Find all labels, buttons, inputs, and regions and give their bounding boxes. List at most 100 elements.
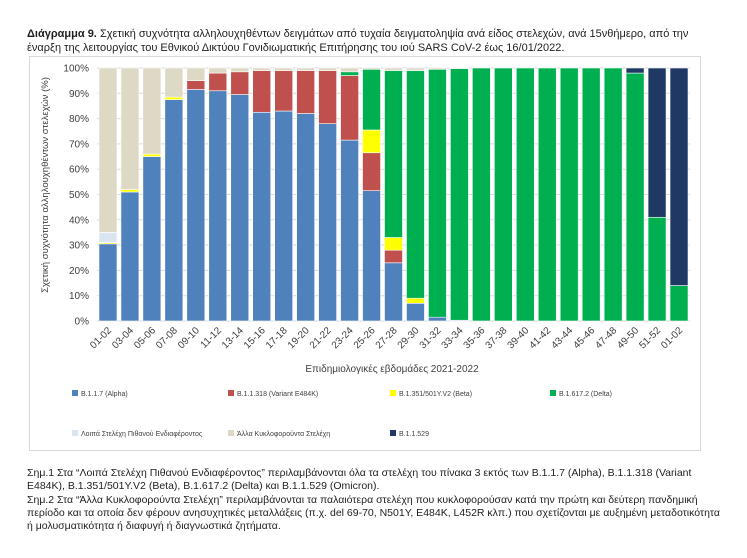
bar-segment bbox=[186, 80, 206, 90]
legend-swatch bbox=[550, 390, 556, 396]
bar-segment bbox=[340, 67, 359, 73]
bar-segment bbox=[186, 67, 206, 81]
bar-segment bbox=[230, 67, 250, 73]
bar-segment bbox=[647, 67, 667, 218]
bar-segment bbox=[230, 71, 250, 95]
x-tick-label: 47-48 bbox=[593, 325, 619, 351]
bar-segment bbox=[494, 67, 513, 322]
y-tick-label: 60% bbox=[69, 165, 89, 176]
y-tick-label: 20% bbox=[69, 266, 89, 277]
x-tick-label: 13-14 bbox=[220, 325, 246, 351]
x-tick-label: 01-02 bbox=[659, 325, 685, 351]
bar-segment bbox=[669, 67, 689, 286]
x-tick-label: 15-16 bbox=[242, 325, 268, 351]
x-tick-label: 19-20 bbox=[286, 325, 312, 351]
bar-segment bbox=[340, 75, 359, 141]
x-tick-label: 09-10 bbox=[176, 325, 202, 351]
y-tick-label: 50% bbox=[69, 190, 89, 201]
x-tick-label: 17-18 bbox=[264, 325, 290, 351]
bar-segment bbox=[164, 96, 184, 100]
x-tick-label: 25-26 bbox=[352, 325, 378, 351]
x-tick-label: 21-22 bbox=[308, 325, 334, 351]
legend-swatch bbox=[390, 390, 396, 396]
bar-segment bbox=[406, 297, 425, 304]
bar-segment bbox=[274, 110, 293, 322]
x-tick-label: 51-52 bbox=[637, 325, 663, 351]
bar-segment bbox=[120, 67, 140, 190]
bar-segment bbox=[340, 71, 359, 76]
x-tick-label: 41-42 bbox=[527, 325, 553, 351]
y-tick-label: 70% bbox=[69, 139, 89, 150]
bar-segment bbox=[252, 70, 272, 113]
bar-segment bbox=[625, 67, 645, 74]
bar-segment bbox=[318, 67, 337, 71]
bar-segment bbox=[340, 139, 359, 322]
bar-segment bbox=[450, 68, 469, 321]
bar-segment bbox=[362, 67, 381, 70]
footnote-2: Σημ.2 Στα “Άλλα Κυκλοφορούντα Στελέχη” π… bbox=[27, 493, 720, 533]
bar-segment bbox=[208, 72, 228, 92]
x-tick-label: 33-34 bbox=[440, 325, 466, 351]
bar-segment bbox=[318, 70, 337, 124]
bar-segment bbox=[384, 237, 403, 251]
y-axis-label: Σχετική συχνότητα αλληλουχηθέντων στελεχ… bbox=[40, 77, 51, 293]
chart-frame bbox=[29, 56, 701, 451]
bar-segment bbox=[384, 249, 403, 264]
bar-segment bbox=[603, 67, 623, 322]
bar-segment bbox=[450, 67, 469, 69]
footnote-1: Σημ.1 Στα “Λοιπά Στελέχη Πιθανού Ενδιαφέ… bbox=[27, 467, 692, 493]
bar-segment bbox=[98, 67, 118, 233]
bar-segment bbox=[625, 72, 645, 322]
legend-swatch bbox=[72, 390, 78, 396]
y-tick-label: 90% bbox=[69, 89, 89, 100]
bar-segment bbox=[428, 68, 447, 318]
bar-segment bbox=[98, 232, 118, 243]
legend-label: B.1.1.318 (Variant E484K) bbox=[237, 391, 318, 398]
bar-segment bbox=[252, 111, 272, 322]
bar-segment bbox=[120, 189, 140, 193]
bar-segment bbox=[164, 67, 184, 98]
bar-segment bbox=[537, 67, 557, 322]
bar-segment bbox=[406, 302, 425, 322]
bar-segment bbox=[296, 70, 315, 114]
x-tick-label: 05-06 bbox=[132, 325, 158, 351]
legend-swatch bbox=[228, 430, 234, 436]
legend-swatch bbox=[228, 390, 234, 396]
bar-segment bbox=[362, 152, 381, 192]
legend: B.1.1.7 (Alpha) B.1.1.318 (Variant E484K)… bbox=[72, 390, 612, 438]
x-tick-label: 23-24 bbox=[330, 325, 356, 351]
x-tick-label: 45-46 bbox=[571, 325, 597, 351]
bar-segment bbox=[164, 99, 184, 322]
bar-segment bbox=[362, 68, 381, 131]
x-tick-labels: 01-02 03-0405-0607-0809-1011-1213-1415-16… bbox=[88, 325, 685, 351]
title-text: Σχετική συχνότητα αλληλουχηθέντων δειγμά… bbox=[27, 28, 689, 54]
bar-segment bbox=[472, 67, 491, 322]
bar-segment bbox=[142, 156, 162, 322]
x-tick-label: 49-50 bbox=[615, 325, 641, 351]
bar-segment bbox=[559, 67, 579, 322]
footnotes: Σημ.1 Στα “Λοιπά Στελέχη Πιθανού Ενδιαφέ… bbox=[27, 467, 727, 533]
bar-segment bbox=[230, 94, 250, 322]
bar-segment bbox=[274, 67, 293, 71]
bar-segment bbox=[581, 67, 601, 322]
stacked-bar-chart: 0%10%20%30%40%50%60%70%80%90%100% 01-020… bbox=[40, 64, 690, 438]
bar-segment bbox=[384, 67, 403, 71]
bar-segment bbox=[252, 67, 272, 71]
x-tick-label: 07-08 bbox=[154, 325, 180, 351]
legend-label: Λοιπά Στελέχη Πιθανού Ενδιαφέροντος bbox=[81, 430, 203, 438]
bar-segment bbox=[428, 67, 447, 70]
bar-segment bbox=[186, 89, 206, 322]
bar-segment bbox=[142, 153, 162, 157]
bar-segment bbox=[142, 67, 162, 155]
bar-segment bbox=[406, 70, 425, 299]
y-tick-label: 10% bbox=[69, 291, 89, 302]
y-tick-label: 100% bbox=[63, 64, 89, 75]
x-tick-label: 31-32 bbox=[418, 325, 444, 351]
bar-segment bbox=[428, 316, 447, 322]
x-tick-label: 03-04 bbox=[110, 325, 136, 351]
bar-segment bbox=[362, 190, 381, 322]
bar-segment bbox=[208, 67, 228, 74]
x-tick-label: 37-38 bbox=[484, 325, 510, 351]
x-tick-label: 11-12 bbox=[199, 325, 225, 351]
legend-label: B.1.1.529 bbox=[399, 431, 429, 438]
